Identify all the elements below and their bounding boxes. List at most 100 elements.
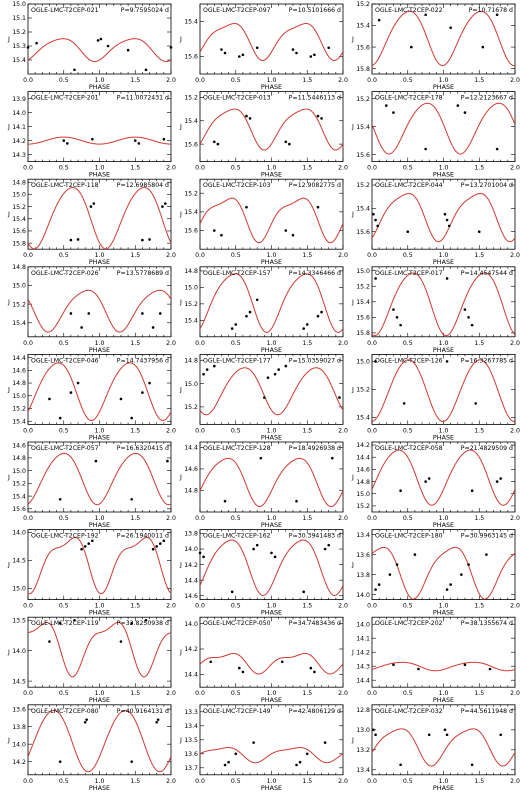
x-axis-label: PHASE xyxy=(433,521,454,529)
data-point xyxy=(295,51,298,55)
data-point xyxy=(96,39,100,42)
y-tick-label: 15.4 xyxy=(12,320,26,327)
y-tick-label: 14.1 xyxy=(356,635,370,642)
y-axis-label: J xyxy=(351,35,354,43)
model-curve xyxy=(28,187,171,250)
data-point xyxy=(130,760,133,763)
data-point xyxy=(374,733,377,737)
data-point xyxy=(133,139,137,142)
data-point xyxy=(417,667,420,671)
model-curve xyxy=(372,546,515,600)
y-tick-label: 15.6 xyxy=(12,506,26,513)
data-point xyxy=(485,553,488,556)
y-tick-label: 13.4 xyxy=(184,723,198,730)
panel-ogle-lmc-t2cep-201: 0.0 0.5 1.0 1.5 2.0 PHASE 13.9 14.0 14.1 14.2 14.3… xyxy=(7,91,176,179)
y-tick-label: 15.2 xyxy=(12,481,26,488)
data-point xyxy=(443,728,447,732)
data-point xyxy=(495,13,499,17)
data-point xyxy=(198,551,202,555)
x-tick-label: 1.5 xyxy=(474,77,484,84)
star-name: OGLE-LMC-T2CEP-050 xyxy=(203,620,271,627)
panel-frame xyxy=(199,266,344,338)
x-tick-label: 1.5 xyxy=(302,603,312,610)
model-curve xyxy=(200,197,343,244)
data-point xyxy=(169,46,173,49)
data-point xyxy=(467,563,470,566)
x-tick-label: 1.0 xyxy=(267,690,277,697)
data-point xyxy=(94,459,98,463)
y-axis-label: J xyxy=(179,298,182,306)
data-point xyxy=(202,372,205,376)
y-axis-label: J xyxy=(351,561,354,569)
x-tick-label: 0.0 xyxy=(195,515,205,522)
data-point xyxy=(320,310,323,314)
star-name: OGLE-LMC-T2CEP-017 xyxy=(375,270,443,277)
panel-ogle-lmc-t2cep-058: 0.0 0.5 1.0 1.5 2.0 PHASE 14.2 14.4 14.6 14.8 15.0… xyxy=(351,441,520,529)
data-point xyxy=(148,381,151,385)
y-axis-label: J xyxy=(179,561,182,569)
x-tick-label: 0.0 xyxy=(23,77,33,84)
y-tick-label: 14.4 xyxy=(184,672,198,679)
data-point xyxy=(323,547,327,551)
y-axis-label: J xyxy=(179,35,182,43)
x-tick-label: 2.0 xyxy=(510,778,520,785)
x-tick-label: 1.5 xyxy=(474,778,484,785)
period-label: P=12.9082775 d xyxy=(289,182,341,189)
data-point xyxy=(205,368,209,371)
y-axis-label: J xyxy=(179,473,182,481)
panel-ogle-lmc-t2cep-126: 0.0 0.5 1.0 1.5 2.0 PHASE 15.0 15.2 15.4 J OGLE-LM… xyxy=(351,353,520,441)
panel-ogle-lmc-t2cep-057: 0.0 0.5 1.0 1.5 2.0 PHASE 14.6 14.8 15.0 15.2 15.4… xyxy=(7,441,176,529)
y-tick-label: 13.0 xyxy=(356,727,370,734)
y-tick-label: 15.0 xyxy=(184,285,198,292)
x-tick-label: 0.5 xyxy=(403,603,413,610)
data-point xyxy=(234,323,238,326)
x-tick-label: 0.0 xyxy=(367,778,377,785)
period-label: P=12.2123667 d xyxy=(461,95,513,102)
x-axis-label: PHASE xyxy=(433,433,454,441)
panel-ogle-lmc-t2cep-128: 0.0 0.5 1.0 1.5 2.0 PHASE 14.4 14.6 14.8J OGLE-LM… xyxy=(179,441,348,529)
data-point xyxy=(374,588,377,591)
y-tick-label: 12.8 xyxy=(356,707,370,714)
x-tick-label: 1.0 xyxy=(95,165,105,172)
y-tick-label: 15.0 xyxy=(356,359,370,366)
panel-frame xyxy=(371,704,516,776)
x-tick-label: 2.0 xyxy=(338,515,348,522)
data-point xyxy=(288,142,291,146)
data-point xyxy=(220,48,223,51)
data-point xyxy=(162,137,166,141)
y-tick-label: 14.8 xyxy=(184,488,198,495)
data-point xyxy=(230,327,234,330)
y-tick-label: 14.6 xyxy=(356,467,370,474)
y-tick-label: 13.8 xyxy=(356,572,370,579)
x-tick-label: 1.0 xyxy=(439,690,449,697)
y-tick-label: 14.0 xyxy=(12,648,26,655)
x-tick-label: 1.0 xyxy=(439,340,449,347)
panel-ogle-lmc-t2cep-177: 0.0 0.5 1.0 1.5 2.0 PHASE 14.8 15.0 15.2 J OGLE-LM… xyxy=(179,353,348,441)
model-curve xyxy=(28,289,171,333)
x-tick-label: 1.5 xyxy=(130,603,140,610)
x-tick-label: 2.0 xyxy=(510,252,520,259)
x-tick-label: 1.5 xyxy=(474,340,484,347)
data-point xyxy=(330,456,334,460)
x-axis-label: PHASE xyxy=(433,171,454,179)
data-point xyxy=(252,741,255,744)
y-tick-label: 15.6 xyxy=(356,229,370,236)
period-label: P=10.5101666 d xyxy=(289,7,341,14)
data-point xyxy=(313,53,316,57)
data-point xyxy=(316,114,320,118)
data-point xyxy=(470,323,474,327)
data-point xyxy=(402,402,406,405)
y-tick-label: 14.6 xyxy=(184,466,198,473)
y-tick-label: 14.8 xyxy=(12,179,26,186)
y-axis-label: J xyxy=(7,385,10,393)
panel-ogle-lmc-t2cep-013: 0.0 0.5 1.0 1.5 2.0 PHASE 15.2 15.4 15.6 J OGLE-LM… xyxy=(179,91,348,179)
panel-frame xyxy=(371,266,516,338)
data-point xyxy=(273,555,277,559)
x-tick-label: 1.0 xyxy=(267,515,277,522)
data-point xyxy=(91,539,94,543)
star-name: OGLE-LMC-T2CEP-026 xyxy=(31,270,99,277)
panel-ogle-lmc-t2cep-149: 0.0 0.5 1.0 1.5 2.0 PHASE 13.3 13.4 13.5 13.6 13.7… xyxy=(179,704,348,792)
period-label: P=44.5611948 d xyxy=(461,708,513,715)
data-point xyxy=(130,621,133,625)
x-tick-label: 2.0 xyxy=(166,778,176,785)
